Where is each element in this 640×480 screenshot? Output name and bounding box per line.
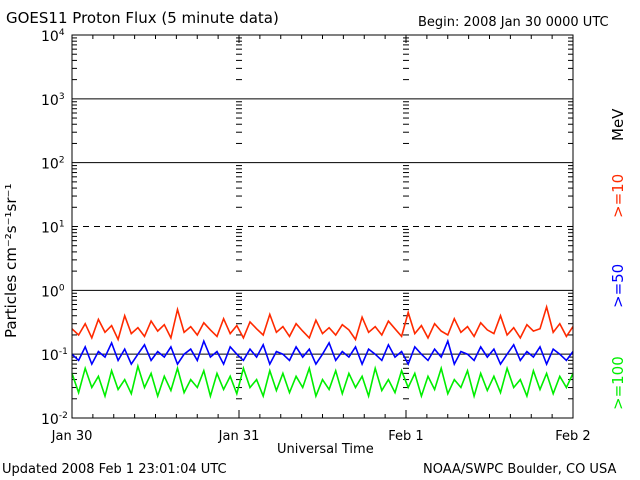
x-axis-label: Universal Time [277,442,374,457]
legend-item-50mev: >=50 [609,263,627,308]
plot-frame [71,34,574,419]
series-line-1 [71,338,574,367]
x-tick-label: Feb 2 [555,429,590,444]
legend-item-10mev: >=10 [609,173,627,218]
legend-unit: MeV [609,108,627,141]
series-line-0 [71,303,574,342]
begin-time: Begin: 2008 Jan 30 0000 UTC [418,15,609,30]
y-tick-label: 10-2 [41,411,68,428]
y-axis-label: Particles cm⁻²s⁻¹sr⁻¹ [2,183,20,338]
y-tick-label: 10-1 [41,347,68,364]
y-tick-label: 100 [41,283,65,300]
x-tick-label: Jan 31 [218,429,260,444]
x-tick-label: Feb 1 [388,429,423,444]
updated-time: Updated 2008 Feb 1 23:01:04 UTC [2,462,227,477]
y-tick-label: 103 [41,92,65,109]
series-line-2 [71,363,574,400]
credit-text: NOAA/SWPC Boulder, CO USA [423,462,617,477]
chart-title: GOES11 Proton Flux (5 minute data) [6,9,279,27]
x-tick-label: Jan 30 [51,429,93,444]
y-tick-label: 101 [41,220,65,237]
y-tick-label: 102 [41,156,65,173]
legend-item-100mev: >=100 [609,356,627,410]
y-tick-label: 104 [41,28,65,45]
